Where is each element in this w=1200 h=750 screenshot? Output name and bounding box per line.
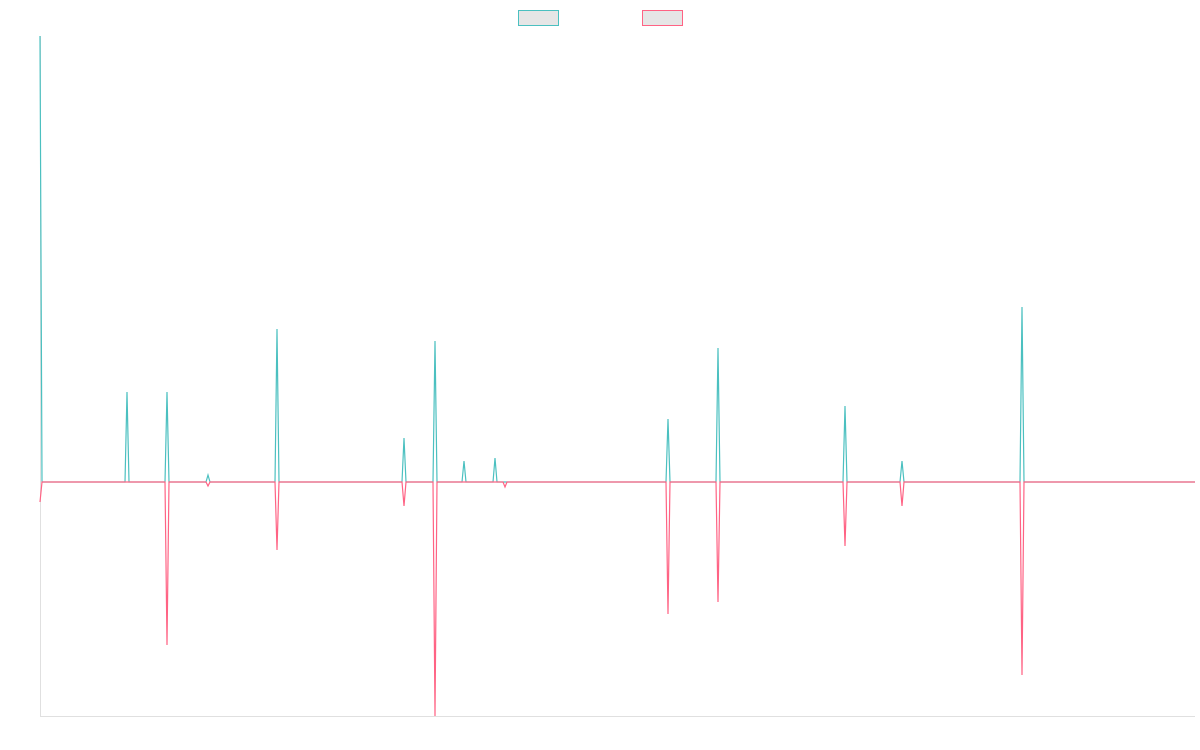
line-series: [39, 481, 1195, 717]
legend-swatch[interactable]: [518, 10, 559, 26]
legend-swatch[interactable]: [642, 10, 683, 26]
line-series: [39, 35, 1195, 483]
